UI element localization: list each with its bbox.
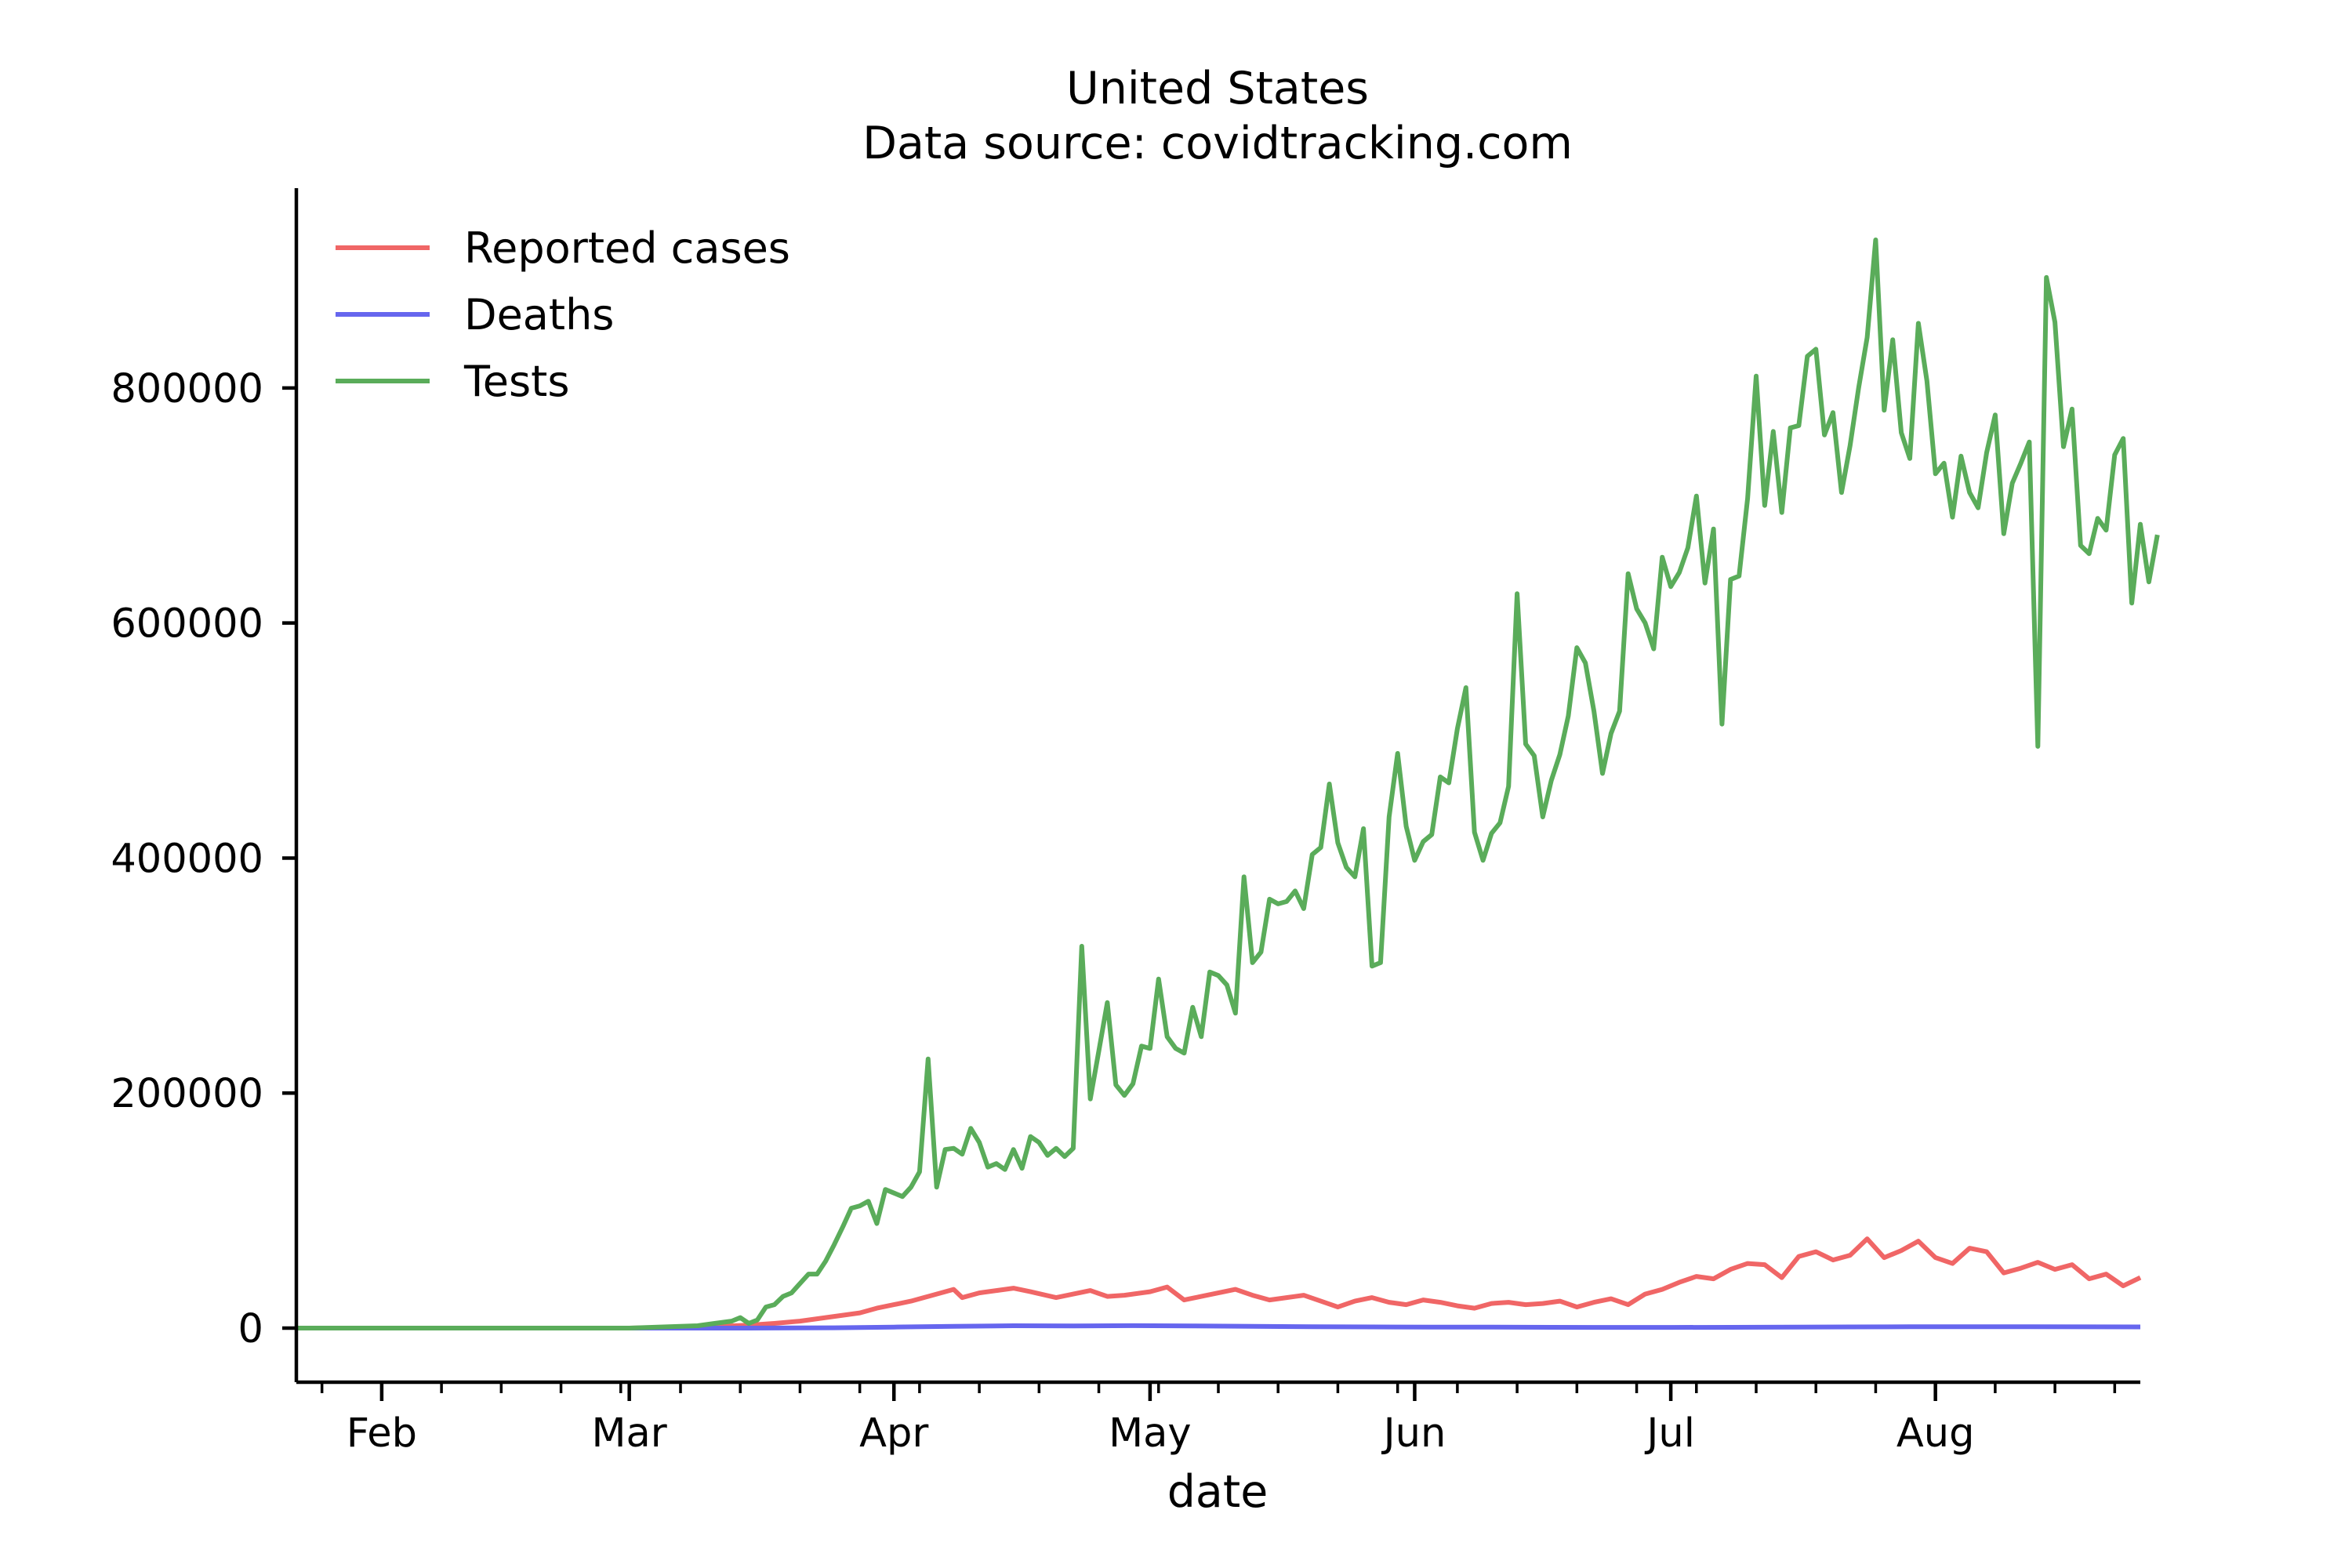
x-tick-label: Jul: [1644, 1410, 1695, 1457]
chart-subtitle: Data source: covidtracking.com: [862, 118, 1573, 169]
series-line-deaths: [296, 1323, 2141, 1330]
legend-label: Reported cases: [464, 223, 790, 273]
y-tick-label: 400000: [111, 836, 263, 882]
legend-label: Tests: [463, 357, 569, 406]
y-tick-label: 800000: [111, 366, 263, 412]
chart-title: United States: [1066, 63, 1369, 114]
y-tick-label: 200000: [111, 1071, 263, 1117]
x-tick-label: Aug: [1896, 1410, 1975, 1457]
series-line-tests: [296, 238, 2160, 1330]
x-axis-label: date: [1167, 1466, 1269, 1518]
x-tick-label: Mar: [592, 1410, 667, 1457]
x-tick-label: Apr: [859, 1410, 928, 1457]
y-tick-label: 0: [238, 1306, 263, 1352]
legend: Reported cases Deaths Tests: [336, 223, 790, 406]
y-tick-label: 600000: [111, 601, 263, 648]
legend-label: Deaths: [464, 290, 614, 339]
y-axis-ticks: 0 200000 400000 600000 800000: [111, 366, 296, 1352]
plot-lines: [296, 238, 2160, 1330]
series-line-reported-cases: [296, 1236, 2142, 1330]
x-axis-ticks: Feb Mar Apr May Jun Jul Aug: [320, 1382, 2117, 1457]
x-tick-label: May: [1109, 1410, 1191, 1457]
x-tick-label: Feb: [347, 1410, 417, 1457]
x-tick-label: Jun: [1381, 1410, 1446, 1457]
